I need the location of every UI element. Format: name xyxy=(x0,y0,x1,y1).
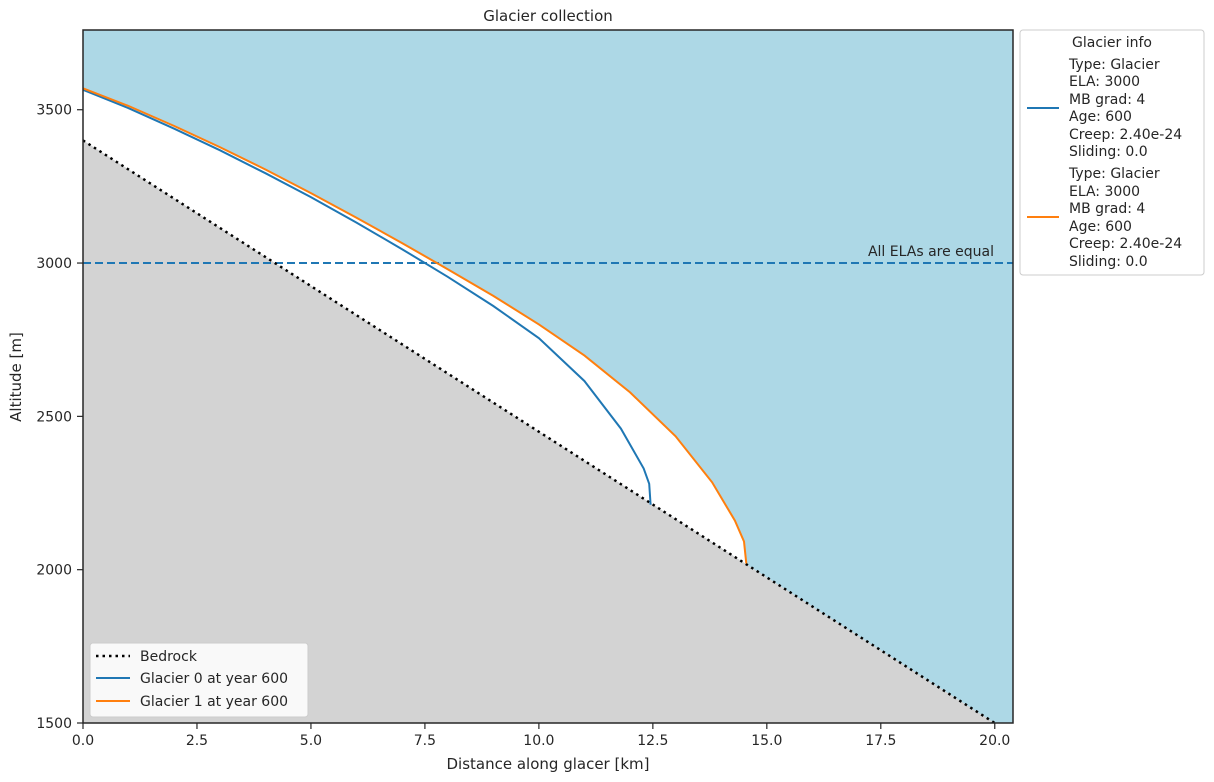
x-tick-label: 0.0 xyxy=(72,733,94,749)
x-tick-label: 10.0 xyxy=(523,733,554,749)
x-tick-label: 5.0 xyxy=(300,733,322,749)
y-tick-label: 3500 xyxy=(36,103,72,119)
y-axis-label: Altitude [m] xyxy=(7,332,25,422)
plot-frame xyxy=(82,29,1014,724)
y-axis: 1500 2000 2500 3000 3500 xyxy=(36,103,83,732)
x-tick-label: 20.0 xyxy=(979,733,1010,749)
y-tick-label: 2000 xyxy=(36,563,72,579)
legend-lower-left-box xyxy=(89,642,309,718)
x-tick-label: 15.0 xyxy=(751,733,782,749)
x-tick-label: 2.5 xyxy=(186,733,208,749)
info-0-line-3: Age: 600 xyxy=(1069,109,1132,125)
legend-info-title: Glacier info xyxy=(1072,35,1152,51)
info-0-line-2: MB grad: 4 xyxy=(1069,92,1145,108)
info-0-line-1: ELA: 3000 xyxy=(1069,74,1140,90)
glacier-0-line xyxy=(83,88,652,505)
legend-entry-glacier-0: Glacier 0 at year 600 xyxy=(140,671,288,687)
y-tick-label: 3000 xyxy=(36,256,72,272)
legend-lower-left: Bedrock Glacier 0 at year 600 Glacier 1 … xyxy=(89,642,309,718)
info-0-line-0: Type: Glacier xyxy=(1068,57,1160,73)
chart-title: Glacier collection xyxy=(483,7,613,25)
info-1-line-5: Sliding: 0.0 xyxy=(1069,254,1148,270)
legend-entry-bedrock: Bedrock xyxy=(140,649,198,665)
glacier-1-line xyxy=(83,87,748,564)
info-1-line-1: ELA: 3000 xyxy=(1069,184,1140,200)
info-0-line-4: Creep: 2.40e-24 xyxy=(1069,127,1182,143)
bedrock-line xyxy=(83,139,998,723)
x-tick-label: 17.5 xyxy=(865,733,896,749)
legend-info-box xyxy=(1019,29,1205,276)
y-tick-label: 2500 xyxy=(36,409,72,425)
x-axis: 0.0 2.5 5.0 7.5 10.0 12.5 15.0 17.5 20.0 xyxy=(72,723,1010,749)
glacier-1-ice-fill xyxy=(83,88,747,565)
info-0-line-5: Sliding: 0.0 xyxy=(1069,144,1148,160)
info-1-line-2: MB grad: 4 xyxy=(1069,201,1145,217)
info-1-line-4: Creep: 2.40e-24 xyxy=(1069,236,1182,252)
legend-entry-glacier-1: Glacier 1 at year 600 xyxy=(140,694,288,710)
info-1-line-0: Type: Glacier xyxy=(1068,166,1160,182)
info-1-line-3: Age: 600 xyxy=(1069,219,1132,235)
x-tick-label: 7.5 xyxy=(414,733,436,749)
legend-glacier-info: Glacier info Type: Glacier ELA: 3000 MB … xyxy=(1019,29,1205,276)
y-tick-label: 1500 xyxy=(36,716,72,732)
x-tick-label: 12.5 xyxy=(637,733,668,749)
ela-annotation: All ELAs are equal xyxy=(868,244,994,260)
plot-area xyxy=(83,87,1013,723)
x-axis-label: Distance along glacer [km] xyxy=(447,755,650,773)
